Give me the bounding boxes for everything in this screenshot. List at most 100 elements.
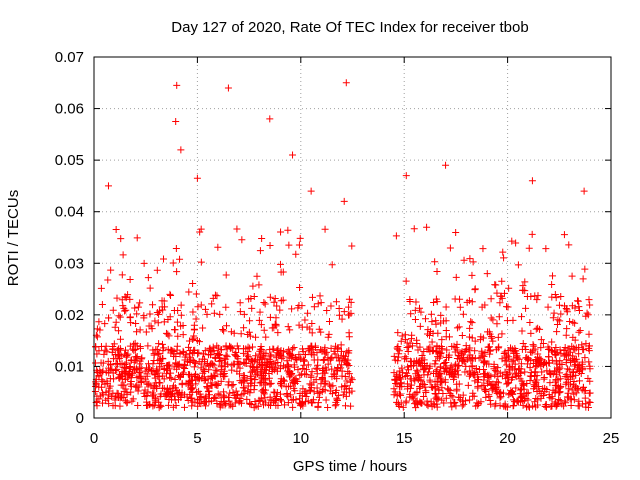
data-point — [327, 355, 335, 363]
data-point — [490, 363, 498, 371]
data-point — [311, 342, 319, 350]
data-point — [115, 312, 123, 320]
data-point — [109, 389, 117, 397]
data-point — [224, 360, 232, 368]
data-point — [579, 275, 587, 283]
data-point — [567, 372, 575, 380]
data-point — [497, 393, 505, 401]
data-point — [275, 350, 283, 358]
data-point — [173, 81, 181, 89]
data-point — [345, 370, 353, 378]
data-point — [284, 392, 292, 400]
data-point — [536, 325, 544, 333]
data-point — [99, 359, 107, 367]
data-point — [406, 295, 414, 303]
data-point — [477, 354, 485, 362]
data-point — [404, 385, 412, 393]
data-point — [144, 342, 152, 350]
data-point — [247, 386, 255, 394]
data-point — [165, 332, 173, 340]
data-point — [208, 348, 216, 356]
data-point — [453, 366, 461, 374]
data-point — [246, 372, 254, 380]
data-point — [292, 396, 300, 404]
data-point — [480, 358, 488, 366]
data-point — [500, 254, 508, 262]
data-point — [118, 296, 126, 304]
data-point — [313, 384, 321, 392]
data-point — [101, 320, 109, 328]
data-point — [284, 323, 292, 331]
data-point — [213, 342, 221, 350]
data-point — [581, 354, 589, 362]
data-point — [187, 384, 195, 392]
data-point — [179, 331, 187, 339]
data-point — [501, 400, 509, 408]
data-point — [493, 383, 501, 391]
data-point — [118, 360, 126, 368]
data-point — [136, 299, 144, 307]
data-point — [136, 360, 144, 368]
data-point — [160, 255, 168, 263]
data-point — [167, 369, 175, 377]
data-point — [113, 294, 121, 302]
data-point — [435, 386, 443, 394]
data-point — [262, 363, 270, 371]
data-point — [260, 326, 268, 334]
data-point — [321, 386, 329, 394]
data-point — [158, 303, 166, 311]
data-point — [252, 368, 260, 376]
data-point — [437, 319, 445, 327]
data-point — [213, 367, 221, 375]
data-point — [314, 300, 322, 308]
data-point — [410, 225, 418, 233]
data-point — [451, 348, 459, 356]
data-point — [315, 393, 323, 401]
data-point — [558, 361, 566, 369]
data-point — [300, 361, 308, 369]
data-point — [140, 314, 148, 322]
data-point — [333, 394, 341, 402]
data-point — [165, 361, 173, 369]
data-point — [289, 151, 297, 159]
data-point — [201, 367, 209, 375]
data-point — [277, 228, 285, 236]
data-point — [544, 303, 552, 311]
data-point — [563, 350, 571, 358]
data-point — [274, 329, 282, 337]
data-point — [130, 340, 138, 348]
data-point — [317, 299, 325, 307]
data-point — [469, 369, 477, 377]
data-point — [442, 303, 450, 311]
data-point — [224, 84, 232, 92]
data-point — [483, 270, 491, 278]
data-point — [177, 301, 185, 309]
data-point — [549, 370, 557, 378]
data-point — [540, 373, 548, 381]
data-point — [158, 360, 166, 368]
data-point — [169, 403, 177, 411]
data-point — [516, 390, 524, 398]
data-point — [487, 295, 495, 303]
data-point — [413, 400, 421, 408]
data-point — [453, 324, 461, 332]
data-point — [401, 353, 409, 361]
data-point — [468, 362, 476, 370]
data-point — [446, 387, 454, 395]
data-point — [133, 342, 141, 350]
data-point — [496, 369, 504, 377]
data-point — [136, 326, 144, 334]
data-point — [561, 343, 569, 351]
data-point — [332, 388, 340, 396]
data-point — [265, 370, 273, 378]
data-point — [133, 310, 141, 318]
data-point — [417, 399, 425, 407]
data-point — [177, 393, 185, 401]
data-point — [420, 371, 428, 379]
data-point — [187, 372, 195, 380]
data-point — [450, 399, 458, 407]
data-point — [466, 324, 474, 332]
y-tick-label: 0 — [76, 410, 84, 427]
data-point — [189, 279, 197, 287]
data-point — [539, 339, 547, 347]
